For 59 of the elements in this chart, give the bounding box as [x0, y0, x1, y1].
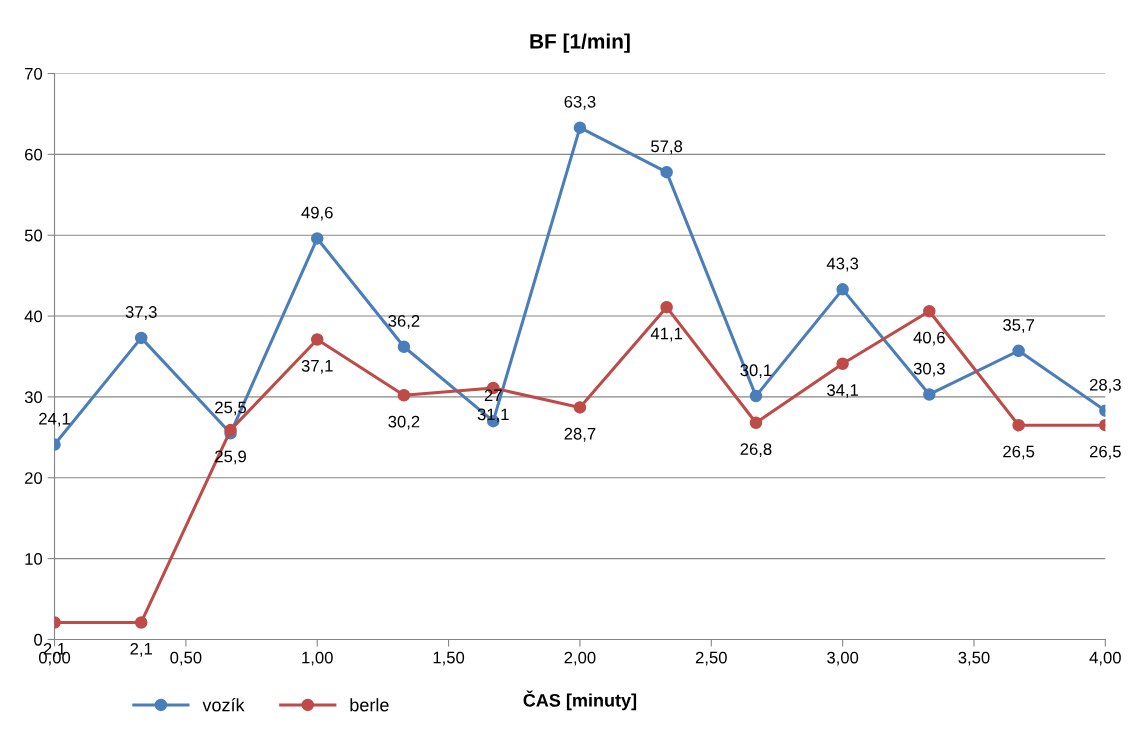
data-label: 26,5: [1003, 445, 1035, 460]
data-label: 57,8: [651, 140, 683, 155]
data-label: 34,1: [827, 384, 859, 398]
point: [1012, 344, 1025, 358]
y-tick-label: 30: [24, 391, 43, 404]
data-label: 26,5: [1089, 445, 1121, 460]
point: [310, 232, 324, 245]
point: [836, 357, 849, 371]
y-tick-label: 50: [24, 229, 43, 242]
point: [923, 388, 936, 401]
data-label: 2,1: [130, 642, 152, 657]
y-tick-label: 60: [25, 148, 43, 161]
point: [749, 389, 763, 403]
data-label: 36,2: [388, 315, 420, 329]
point: [310, 333, 324, 346]
point: [660, 300, 673, 314]
point: [397, 389, 411, 402]
point: [397, 340, 411, 354]
data-label: 43,3: [826, 257, 859, 272]
point: [134, 331, 148, 345]
x-tick-label: 1,50: [433, 651, 465, 666]
x-tick-label: 2,50: [695, 651, 727, 666]
y-tick-label: 70: [25, 67, 43, 80]
y-tick-label: 40: [24, 310, 43, 323]
y-tick-label: 10: [25, 553, 43, 565]
data-label: 37,3: [125, 306, 157, 320]
x-tick-label: 3,00: [827, 651, 859, 666]
x-tick-label: 2,00: [564, 651, 596, 666]
point: [836, 283, 849, 296]
data-label: 30,2: [388, 415, 420, 430]
point: [749, 416, 763, 430]
legend-label: berle: [350, 698, 389, 712]
point: [224, 423, 237, 437]
data-label: 63,3: [564, 95, 596, 110]
data-label: 49,6: [301, 206, 333, 221]
point: [1012, 418, 1025, 432]
point: [660, 165, 673, 179]
data-label: 28,3: [1089, 378, 1121, 393]
point: [134, 616, 148, 629]
data-label: 24,1: [39, 412, 70, 427]
y-tick-label: 20: [25, 472, 43, 484]
x-tick-label: 4,00: [1089, 651, 1121, 666]
data-label: 30,3: [913, 362, 945, 377]
y-tick-label: 0: [34, 633, 43, 646]
x-tick-label: 3,50: [958, 651, 990, 666]
data-label: 28,7: [564, 427, 596, 442]
point: [923, 304, 936, 318]
data-label: 37,1: [301, 359, 333, 374]
legend-label: vozík: [202, 697, 245, 712]
data-label: 41,1: [650, 327, 683, 342]
x-axis-title: ČAS [minuty]: [523, 690, 637, 711]
x-tick-label: 1,00: [302, 651, 333, 666]
x-tick-label: 0,50: [170, 651, 202, 666]
point: [573, 121, 587, 134]
data-label: 26,8: [740, 443, 772, 457]
data-label: 35,7: [1003, 319, 1035, 333]
chart-title: BF [1/min]: [530, 33, 630, 53]
point: [573, 401, 587, 414]
data-label: 40,6: [913, 331, 945, 346]
